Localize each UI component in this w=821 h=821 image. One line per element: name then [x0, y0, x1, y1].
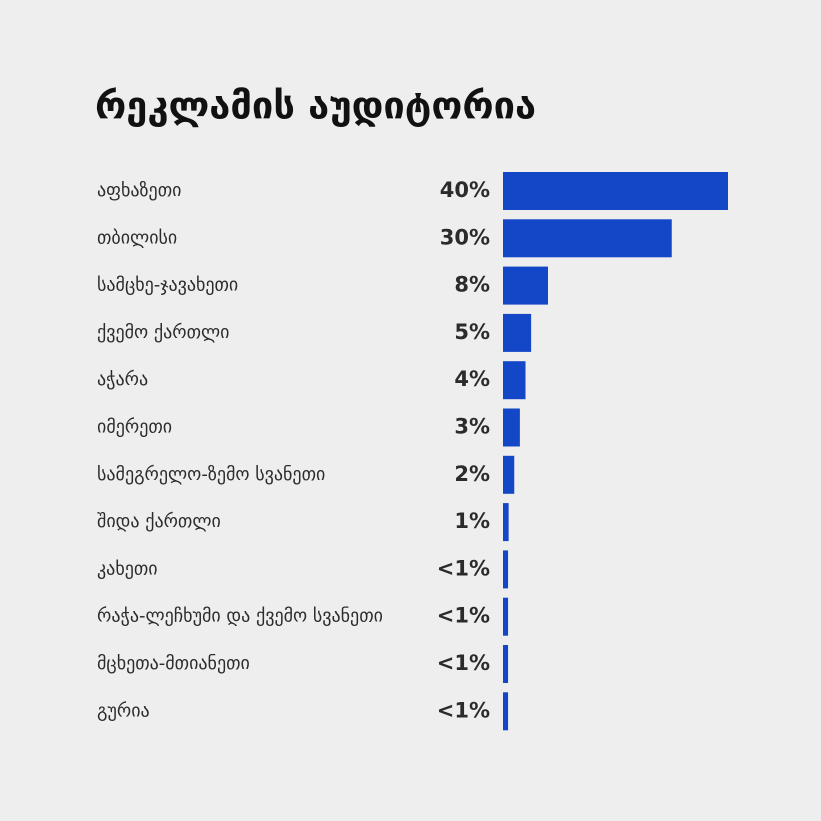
value-label: 2%	[454, 462, 490, 486]
category-label: აფხაზეთი	[97, 180, 181, 201]
bar	[503, 692, 509, 731]
category-label: აჭარა	[97, 369, 148, 390]
bar	[503, 219, 672, 258]
bar	[503, 455, 515, 494]
category-label: სამეგრელო-ზემო სვანეთი	[97, 464, 325, 485]
category-label: იმერეთი	[97, 417, 172, 438]
category-label: გურია	[97, 700, 150, 721]
category-label: ქვემო ქართლი	[97, 322, 229, 343]
bar	[503, 645, 509, 683]
bar	[503, 408, 520, 447]
category-label: კახეთი	[97, 558, 158, 579]
bar	[503, 172, 728, 210]
value-label: <1%	[437, 604, 490, 628]
category-label: თბილისი	[97, 227, 177, 248]
bar	[503, 266, 548, 305]
value-label: 5%	[454, 320, 490, 344]
bar	[503, 503, 509, 542]
value-label: 4%	[454, 367, 490, 391]
bar	[503, 597, 509, 636]
bar	[503, 361, 526, 400]
value-label: 30%	[440, 225, 490, 249]
value-label: 40%	[440, 178, 490, 202]
bar	[503, 550, 509, 589]
value-label: <1%	[437, 556, 490, 580]
value-label: 3%	[454, 415, 490, 439]
category-label: შიდა ქართლი	[97, 511, 221, 532]
bar	[503, 313, 532, 352]
chart-title: რეკლამის აუდიტორია	[95, 84, 536, 128]
category-label: მცხეთა-მთიანეთი	[97, 653, 250, 674]
value-label: <1%	[437, 651, 490, 675]
category-label: სამცხე-ჯავახეთი	[97, 275, 238, 296]
value-label: <1%	[437, 698, 490, 722]
value-label: 1%	[454, 509, 490, 533]
category-label: რაჭა-ლეჩხუმი და ქვემო სვანეთი	[97, 606, 383, 627]
value-label: 8%	[454, 273, 490, 297]
